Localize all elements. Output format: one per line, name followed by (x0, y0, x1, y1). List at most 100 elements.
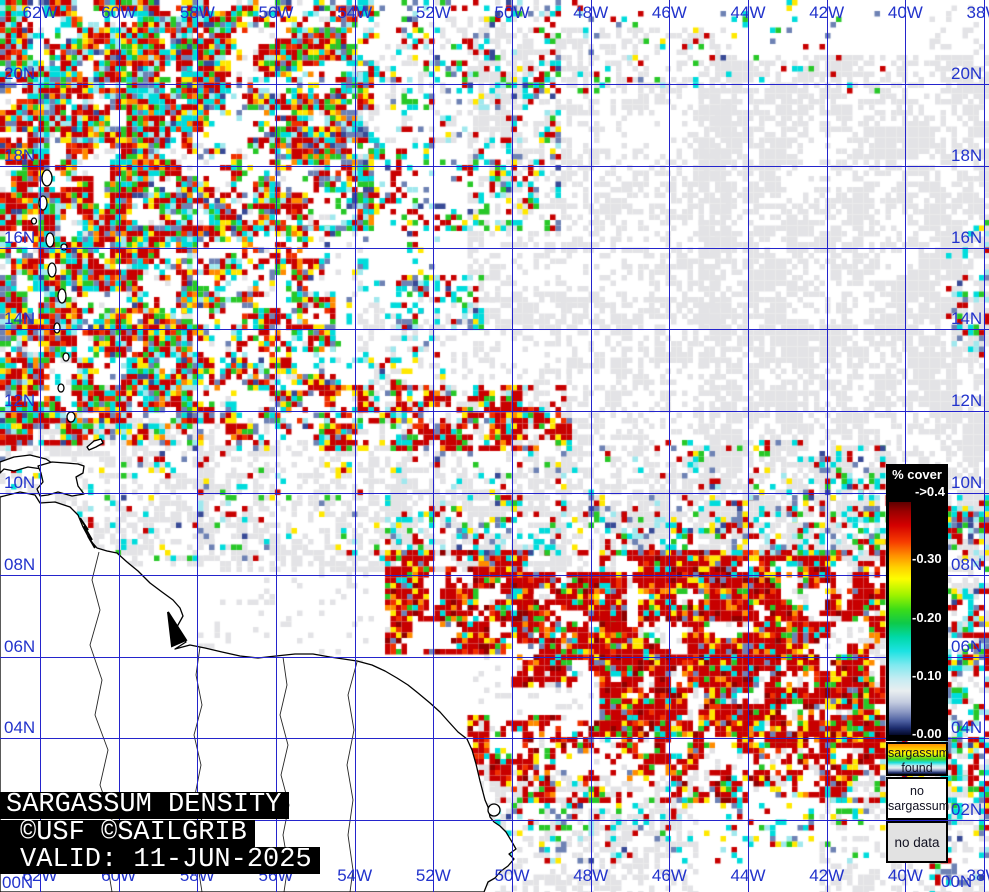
corner-label-bottom-right: 00N (941, 872, 973, 891)
lon-label-top: 54W (337, 3, 373, 22)
meridian-line (512, 0, 514, 892)
legend-key-sargassum-found: sargassum found (886, 742, 950, 776)
antilles-island (30, 217, 38, 225)
lat-label-left: 16N (4, 227, 36, 247)
legend-key-found-line1: sargassum (888, 746, 950, 760)
lon-label-bottom: 52W (415, 866, 451, 885)
parallel-line (0, 574, 989, 576)
parallel-line (0, 411, 989, 413)
meridian-line (118, 0, 120, 892)
legend-key-no-sargassum: no sargassum (886, 777, 949, 820)
lon-label-top: 62W (22, 3, 58, 22)
parallel-line (0, 84, 989, 85)
lat-label-right: 12N (951, 391, 983, 411)
antilles-island (38, 195, 48, 211)
meridian-line (905, 0, 907, 892)
antilles-island (57, 288, 67, 304)
map-valid-date: VALID: 11-JUN-2025 (0, 847, 320, 874)
map-credits: ©USF ©SAILGRIB (0, 820, 255, 847)
lon-label-bottom: 40W (887, 866, 923, 885)
lat-label-right: 20N (951, 64, 983, 83)
lat-label-right: 14N (951, 309, 983, 329)
legend-key-no-data: no data (886, 821, 948, 863)
lat-label-right: 06N (951, 636, 983, 656)
legend-tick: -0.10 (912, 667, 942, 683)
corner-label-bottom-left: 00N (2, 873, 34, 892)
parallel-line (0, 820, 989, 822)
lon-label-top: 56W (258, 3, 294, 22)
legend-tick: ->0.4 (915, 484, 945, 499)
lon-label-top: 58W (179, 3, 215, 22)
legend-key-found-line2: found (901, 761, 933, 775)
lat-label-left: 14N (4, 309, 36, 329)
meridian-line (197, 0, 199, 892)
trinidad-island (36, 461, 85, 497)
lat-label-right: 16N (951, 227, 983, 247)
lat-label-right: 18N (951, 145, 983, 165)
tobago-island (86, 438, 104, 451)
parallel-line (0, 656, 989, 658)
lon-label-top: 42W (809, 3, 845, 22)
meridian-line (826, 0, 828, 892)
legend-title: % cover (892, 467, 942, 482)
antilles-island (45, 232, 55, 248)
country-border (346, 661, 358, 892)
lon-label-bottom: 46W (651, 866, 687, 885)
lat-label-left: 04N (4, 718, 36, 738)
parallel-line (0, 738, 989, 740)
lon-label-bottom: 38W (966, 866, 989, 885)
meridian-line (433, 0, 435, 892)
lat-label-right: 04N (951, 718, 983, 738)
meridian-line (276, 0, 277, 892)
antilles-island (57, 383, 65, 393)
parallel-line (0, 493, 989, 494)
lon-label-bottom: 48W (573, 866, 609, 885)
meridian-line (984, 0, 986, 892)
lon-label-top: 40W (887, 3, 923, 22)
lat-label-right: 08N (951, 554, 983, 574)
lat-label-right: 02N (951, 800, 983, 820)
legend-colorbar (889, 502, 911, 735)
lon-label-bottom: 42W (809, 866, 845, 885)
parallel-line (0, 165, 989, 167)
river-mouth-wedge (167, 611, 188, 648)
lon-label-top: 60W (101, 3, 137, 22)
antilles-island (47, 262, 57, 278)
legend-tick: -0.20 (912, 609, 942, 625)
parallel-line (0, 247, 989, 249)
meridian-line (354, 0, 356, 892)
meridian-line (590, 0, 592, 892)
antilles-island (41, 169, 53, 187)
lon-label-top: 50W (494, 3, 530, 22)
lat-label-right: 10N (951, 473, 983, 492)
meridian-line (748, 0, 750, 892)
meridian-line (669, 0, 671, 892)
lon-label-bottom: 54W (337, 866, 373, 885)
meridian-line (40, 0, 41, 892)
lon-label-top: 46W (651, 3, 687, 22)
lon-label-top: 48W (573, 3, 609, 22)
lon-label-top: 52W (415, 3, 451, 22)
lat-label-left: 06N (4, 636, 36, 656)
lon-label-bottom: 50W (494, 866, 530, 885)
antilles-island (53, 322, 61, 334)
parallel-line (0, 329, 989, 331)
lat-label-left: 10N (4, 473, 36, 492)
legend-tick: -0.00 (912, 726, 942, 741)
legend: % cover ->0.4 -0.30 -0.20 -0.10 -0.00 sargas… (886, 464, 950, 863)
map-title: SARGASSUM DENSITY (0, 792, 290, 819)
lon-label-top: 38W (966, 3, 989, 22)
legend-colorbar-panel: % cover ->0.4 -0.30 -0.20 -0.10 -0.00 (886, 464, 948, 741)
antilles-island (62, 352, 70, 362)
legend-key-nosarg-line1: no (910, 784, 924, 798)
lon-label-top: 44W (730, 3, 766, 22)
orinoco-delta-marks (79, 517, 96, 549)
lat-label-left: 20N (4, 64, 36, 83)
antilles-island (66, 411, 76, 423)
lat-label-left: 08N (4, 554, 36, 574)
lon-label-bottom: 44W (730, 866, 766, 885)
legend-tick: -0.30 (912, 551, 942, 567)
amapa-island (487, 803, 501, 817)
